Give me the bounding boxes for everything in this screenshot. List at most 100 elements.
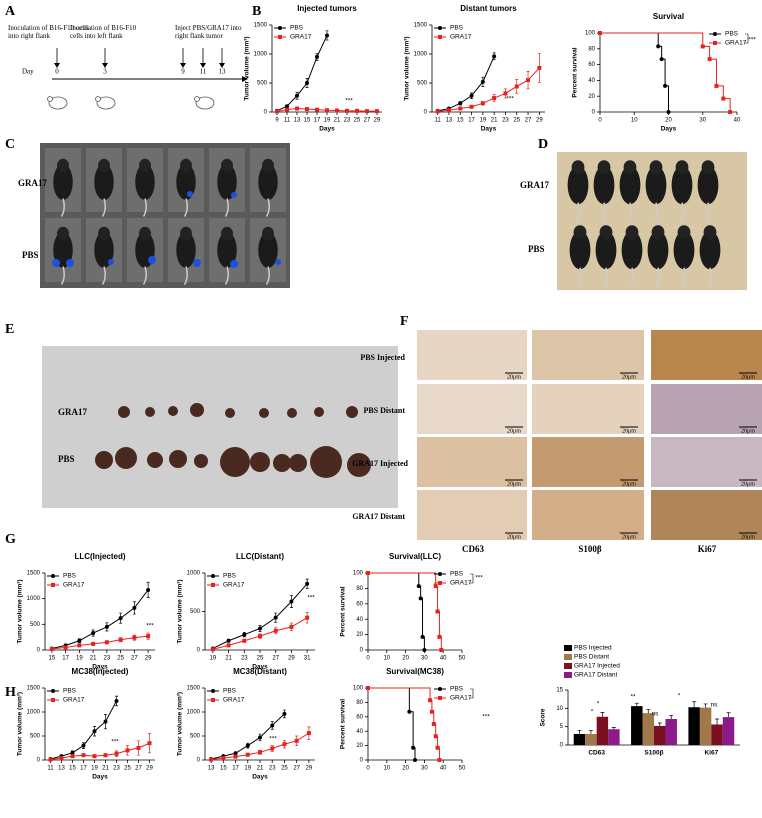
y-tick-label: 15 bbox=[556, 688, 563, 694]
marker bbox=[305, 581, 310, 586]
marker bbox=[707, 57, 712, 62]
y-tick-label: 100 bbox=[585, 31, 596, 37]
x-tick-label: 23 bbox=[502, 118, 509, 124]
day: 0 bbox=[55, 68, 59, 76]
legend-label: GRA17 Distant bbox=[574, 672, 618, 679]
marker bbox=[285, 107, 289, 112]
x-tick-label: 15 bbox=[49, 656, 56, 662]
legend-label: PBS bbox=[63, 688, 77, 695]
y-tick-label: 80 bbox=[588, 46, 595, 52]
x-tick-label: 20 bbox=[402, 766, 409, 772]
marker bbox=[438, 687, 442, 691]
x-tick-label: 9 bbox=[275, 118, 279, 124]
y-tick-label: 500 bbox=[30, 734, 41, 740]
x-tick-label: 0 bbox=[366, 656, 370, 662]
legend-label: GRA17 bbox=[223, 582, 245, 589]
imaging-photo bbox=[40, 143, 299, 288]
y-tick-label: 0 bbox=[360, 648, 364, 654]
y-tick-label: 1000 bbox=[27, 596, 41, 602]
marker bbox=[446, 108, 451, 113]
legend-label: PBS Injected bbox=[574, 645, 612, 652]
x-tick-label: 13 bbox=[58, 766, 65, 772]
marker bbox=[306, 731, 311, 736]
legend-label: GRA17 Injected bbox=[574, 663, 620, 670]
timeline-event: Inject PBS/GRA17 into right flank tumor bbox=[175, 24, 242, 40]
y-tick-label: 1000 bbox=[254, 52, 268, 58]
x-tick-label: 19 bbox=[324, 118, 331, 124]
marker bbox=[59, 756, 64, 761]
marker bbox=[355, 108, 359, 113]
panel-letter: E bbox=[5, 322, 14, 337]
marker bbox=[226, 638, 231, 643]
annotation: *** bbox=[506, 96, 514, 103]
y-tick-label: 60 bbox=[356, 714, 363, 720]
x-tick-label: 21 bbox=[102, 766, 109, 772]
annotation: * bbox=[591, 709, 594, 716]
x-tick-label: 11 bbox=[47, 766, 54, 772]
series-line bbox=[437, 67, 540, 112]
marker bbox=[335, 108, 339, 113]
marker bbox=[211, 689, 215, 693]
marker bbox=[435, 609, 440, 614]
marker bbox=[305, 81, 309, 85]
x-tick-label: 17 bbox=[62, 656, 69, 662]
annotation: *** bbox=[748, 37, 756, 44]
series-line bbox=[276, 35, 328, 112]
marker bbox=[666, 110, 671, 114]
error-bar bbox=[669, 714, 674, 719]
timeline-event-text: Inoculation of B16-F10 cells into left f… bbox=[70, 24, 137, 40]
error-bar bbox=[588, 729, 593, 734]
x-tick-label: 19 bbox=[244, 766, 251, 772]
significance-bracket bbox=[470, 688, 474, 699]
x-tick-label: 20 bbox=[665, 118, 672, 124]
marker bbox=[365, 109, 369, 114]
bar bbox=[631, 706, 643, 745]
day-label: Day bbox=[22, 68, 34, 76]
x-tick-label: 0 bbox=[598, 118, 602, 124]
y-tick-label: 0 bbox=[560, 743, 564, 749]
error-bar bbox=[577, 729, 582, 734]
marker bbox=[91, 631, 96, 636]
y-tick-label: 100 bbox=[353, 686, 364, 692]
x-tick-label: 21 bbox=[225, 656, 232, 662]
marker bbox=[438, 26, 442, 30]
legend-label: GRA17 bbox=[290, 34, 312, 41]
y-axis-label: Tumor volume (mm³) bbox=[17, 692, 24, 756]
y-tick-label: 0 bbox=[197, 648, 201, 654]
panel-letter: F bbox=[400, 314, 409, 329]
y-axis-label: Tumor volume (mm³) bbox=[177, 692, 184, 756]
x-tick-label: 17 bbox=[80, 766, 87, 772]
marker bbox=[270, 723, 275, 728]
marker bbox=[728, 110, 733, 114]
marker bbox=[295, 93, 299, 98]
marker bbox=[81, 743, 86, 748]
annotation: *** bbox=[482, 714, 490, 721]
legend-label: PBS bbox=[223, 573, 237, 580]
x-tick-label: 15 bbox=[220, 766, 227, 772]
marker bbox=[435, 745, 440, 750]
x-tick-label: 23 bbox=[113, 766, 120, 772]
y-tick-label: 5 bbox=[560, 724, 564, 730]
y-tick-label: 1000 bbox=[187, 710, 201, 716]
series-line bbox=[50, 742, 150, 761]
x-tick-label: 21 bbox=[334, 118, 341, 124]
x-tick-label: 19 bbox=[210, 656, 217, 662]
legend-label: PBS bbox=[450, 25, 464, 32]
marker bbox=[458, 101, 463, 106]
marker bbox=[428, 698, 433, 703]
x-tick-label: 23 bbox=[344, 118, 351, 124]
marker bbox=[663, 83, 668, 88]
bar bbox=[654, 725, 666, 745]
marker bbox=[433, 734, 438, 739]
x-tick-label: 15 bbox=[304, 118, 311, 124]
row-label: GRA17 Distant bbox=[352, 512, 405, 521]
error-bar bbox=[703, 703, 708, 708]
marker bbox=[438, 35, 442, 39]
x-tick-label: 30 bbox=[421, 766, 428, 772]
marker bbox=[433, 584, 438, 589]
marker bbox=[51, 574, 55, 578]
annotation: ns bbox=[711, 702, 719, 709]
y-axis-label: Percent survival bbox=[340, 699, 347, 749]
marker bbox=[282, 742, 287, 747]
marker bbox=[700, 44, 705, 49]
